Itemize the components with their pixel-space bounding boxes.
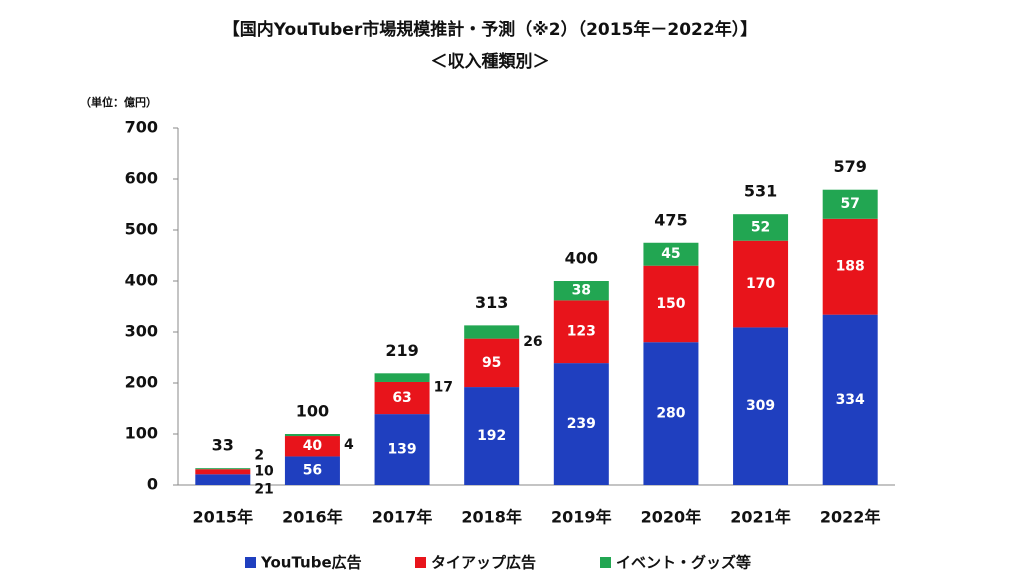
value-label: 40 <box>303 438 323 454</box>
y-tick-label: 600 <box>125 169 158 188</box>
bar-segment <box>464 387 520 485</box>
x-tick-label: 2016年 <box>282 508 343 527</box>
bar-segment <box>284 434 340 437</box>
x-tick-label: 2015年 <box>193 508 254 527</box>
total-label: 100 <box>296 402 329 421</box>
bar-segment <box>464 325 520 339</box>
bar-segment <box>822 189 878 219</box>
y-tick-label: 0 <box>147 475 158 494</box>
total-label: 33 <box>212 436 234 455</box>
value-label: 309 <box>746 398 775 414</box>
total-label: 219 <box>385 341 418 360</box>
bar-segment <box>553 281 609 301</box>
chart-title: 【国内YouTuber市場規模推計・予測（※2）（2015年－2022年）】 <box>223 19 757 40</box>
legend-label: タイアップ広告 <box>431 554 536 572</box>
bar-segment <box>553 363 609 485</box>
value-label: 2 <box>254 448 264 464</box>
bar-segment <box>822 218 878 315</box>
bar-segment <box>643 265 699 343</box>
value-label: 26 <box>523 334 542 350</box>
bar-segment <box>195 469 251 475</box>
value-label: 10 <box>254 464 274 480</box>
x-tick-label: 2017年 <box>372 508 433 527</box>
total-label: 579 <box>833 157 866 176</box>
bar-segment <box>733 214 789 241</box>
y-tick-label: 300 <box>125 322 158 341</box>
value-label: 280 <box>656 406 685 422</box>
total-label: 475 <box>654 210 687 229</box>
value-label: 170 <box>746 276 775 292</box>
bar-segment <box>822 314 878 485</box>
bar-segment <box>553 300 609 364</box>
value-label: 38 <box>572 283 591 299</box>
value-label: 150 <box>656 296 685 312</box>
legend-swatch <box>245 557 256 568</box>
value-label: 21 <box>254 482 273 498</box>
bar-segment <box>284 436 340 457</box>
bar-segment <box>374 373 430 382</box>
x-tick-label: 2021年 <box>730 508 791 527</box>
value-label: 56 <box>303 463 322 479</box>
y-tick-label: 200 <box>125 373 158 392</box>
bar-segment <box>643 242 699 266</box>
value-label: 123 <box>567 324 596 340</box>
bar-segment <box>284 456 340 485</box>
value-label: 4 <box>344 437 354 453</box>
legend-swatch <box>600 557 611 568</box>
value-label: 63 <box>392 390 411 406</box>
y-tick-label: 100 <box>125 424 158 443</box>
y-tick-label: 700 <box>125 118 158 137</box>
bar-segment <box>464 338 520 388</box>
value-label: 52 <box>751 219 770 235</box>
total-label: 400 <box>565 249 598 268</box>
value-label: 57 <box>840 196 859 212</box>
bar-segment <box>733 327 789 485</box>
y-axis-label: （単位：億円） <box>80 95 157 109</box>
bar-segment <box>195 474 251 485</box>
y-tick-label: 500 <box>125 220 158 239</box>
total-label: 313 <box>475 293 508 312</box>
value-label: 239 <box>567 416 596 432</box>
x-tick-label: 2020年 <box>641 508 702 527</box>
bar-segment <box>374 381 430 415</box>
value-label: 139 <box>387 442 416 458</box>
value-label: 17 <box>434 380 453 396</box>
value-label: 188 <box>836 259 865 275</box>
legend-label: イベント・グッズ等 <box>616 554 751 572</box>
value-label: 334 <box>836 392 865 408</box>
bar-segment <box>733 240 789 328</box>
value-label: 45 <box>661 246 680 262</box>
y-tick-label: 400 <box>125 271 158 290</box>
bar-segment <box>195 468 251 470</box>
bar-segment <box>374 414 430 485</box>
x-tick-label: 2018年 <box>461 508 522 527</box>
legend-swatch <box>415 557 426 568</box>
value-label: 95 <box>482 355 501 371</box>
value-label: 192 <box>477 428 506 444</box>
total-label: 531 <box>744 182 777 201</box>
bar-segment <box>643 342 699 485</box>
chart-subtitle: ＜収入種類別＞ <box>431 51 550 72</box>
legend-label: YouTube広告 <box>260 554 362 572</box>
x-tick-label: 2019年 <box>551 508 612 527</box>
x-tick-label: 2022年 <box>820 508 881 527</box>
